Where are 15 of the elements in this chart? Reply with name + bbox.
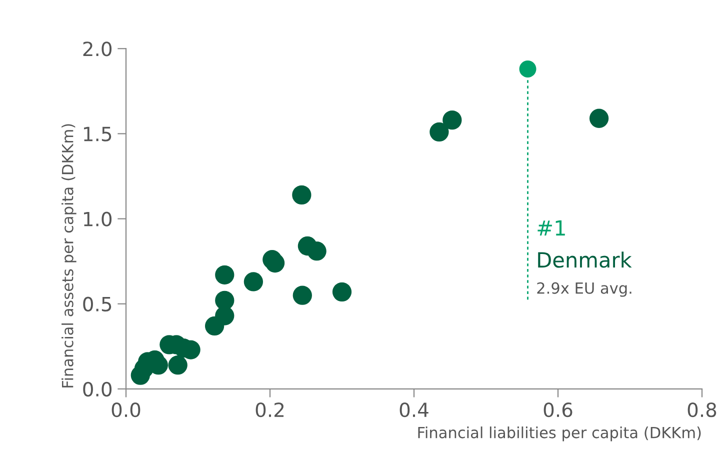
y-tick-label: 0.5 [83,296,112,312]
y-tick-label: 0.0 [83,382,112,397]
y-axis-title: Financial assets per capita (DKKm) [62,124,76,388]
annotation: #1 [538,220,565,236]
annotation: Denmark [538,252,632,268]
x-tick-label: 0.6 [544,402,572,418]
x-tick-label: 0.0 [112,402,140,418]
y-tick-label: 1.0 [84,212,112,226]
y-tick-label: 1.5 [84,126,112,142]
y-tick-label: 2.0 [83,42,112,56]
x-tick-label: 0.8 [688,402,716,418]
x-tick-label: 0.2 [256,402,284,418]
x-tick-label: 0.4 [400,402,428,418]
x-axis-title: Financial liabilities per capita (DKKm) [418,426,701,442]
annotation: 2.9x EU avg. [537,282,632,297]
